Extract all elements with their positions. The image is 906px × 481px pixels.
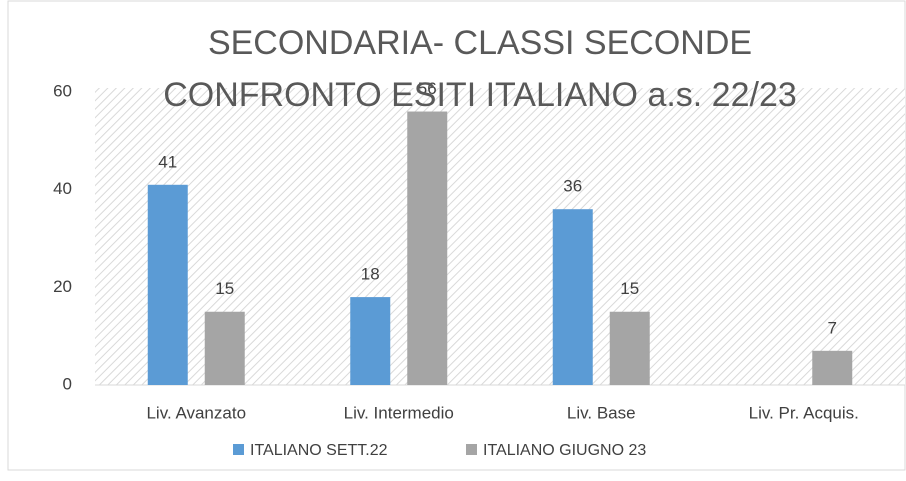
data-label: 18 xyxy=(361,265,380,284)
legend-swatch xyxy=(233,444,244,455)
data-label: 15 xyxy=(620,279,639,298)
data-label: 15 xyxy=(215,279,234,298)
chart-title: CONFRONTO ESITI ITALIANO a.s. 22/23 xyxy=(163,76,797,114)
bar xyxy=(204,311,245,385)
x-tick-label: Liv. Base xyxy=(567,403,636,422)
data-label: 7 xyxy=(828,318,837,337)
chart-title: SECONDARIA- CLASSI SECONDE xyxy=(208,24,752,62)
bar xyxy=(812,350,853,385)
y-tick-label: 20 xyxy=(53,277,72,296)
bar xyxy=(407,111,448,386)
legend-label: ITALIANO SETT.22 xyxy=(250,442,388,459)
legend-label: ITALIANO GIUGNO 23 xyxy=(483,442,646,459)
bar xyxy=(147,184,188,385)
x-tick-label: Liv. Intermedio xyxy=(344,403,454,422)
x-tick-label: Liv. Avanzato xyxy=(146,403,246,422)
y-tick-label: 60 xyxy=(53,81,72,100)
data-label: 36 xyxy=(563,177,582,196)
x-tick-label: Liv. Pr. Acquis. xyxy=(749,403,859,422)
bar xyxy=(609,311,650,385)
y-tick-label: 0 xyxy=(63,374,72,393)
bar xyxy=(552,209,593,385)
y-tick-label: 40 xyxy=(53,179,72,198)
legend-swatch xyxy=(466,444,477,455)
data-label: 56 xyxy=(418,79,437,98)
data-label: 41 xyxy=(158,152,177,171)
bar xyxy=(350,297,391,385)
